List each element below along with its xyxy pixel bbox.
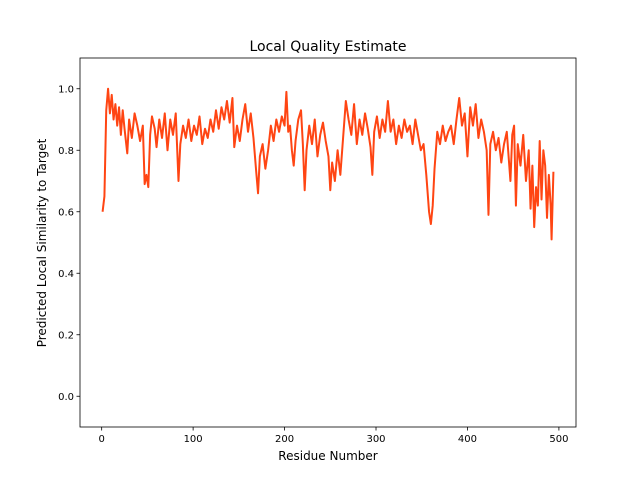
- x-tick-label: 0: [98, 434, 104, 445]
- x-tick-label: 200: [275, 434, 294, 445]
- y-tick-label: 0.0: [58, 392, 74, 403]
- data-line: [101, 87, 555, 241]
- y-tick-label: 0.2: [58, 330, 74, 341]
- x-tick-label: 100: [184, 434, 203, 445]
- x-tick-label: 400: [458, 434, 477, 445]
- chart-title: Local Quality Estimate: [249, 39, 406, 55]
- plot-frame: [79, 57, 577, 428]
- x-axis-label: Residue Number: [278, 449, 377, 463]
- y-axis-label: Predicted Local Similarity to Target: [35, 138, 49, 347]
- x-tick-label: 300: [366, 434, 385, 445]
- x-tick-label: 500: [549, 434, 568, 445]
- y-tick-label: 0.6: [58, 207, 74, 218]
- y-tick-label: 0.4: [58, 269, 74, 280]
- y-tick-label: 0.8: [58, 146, 74, 157]
- y-tick-label: 1.0: [58, 84, 74, 95]
